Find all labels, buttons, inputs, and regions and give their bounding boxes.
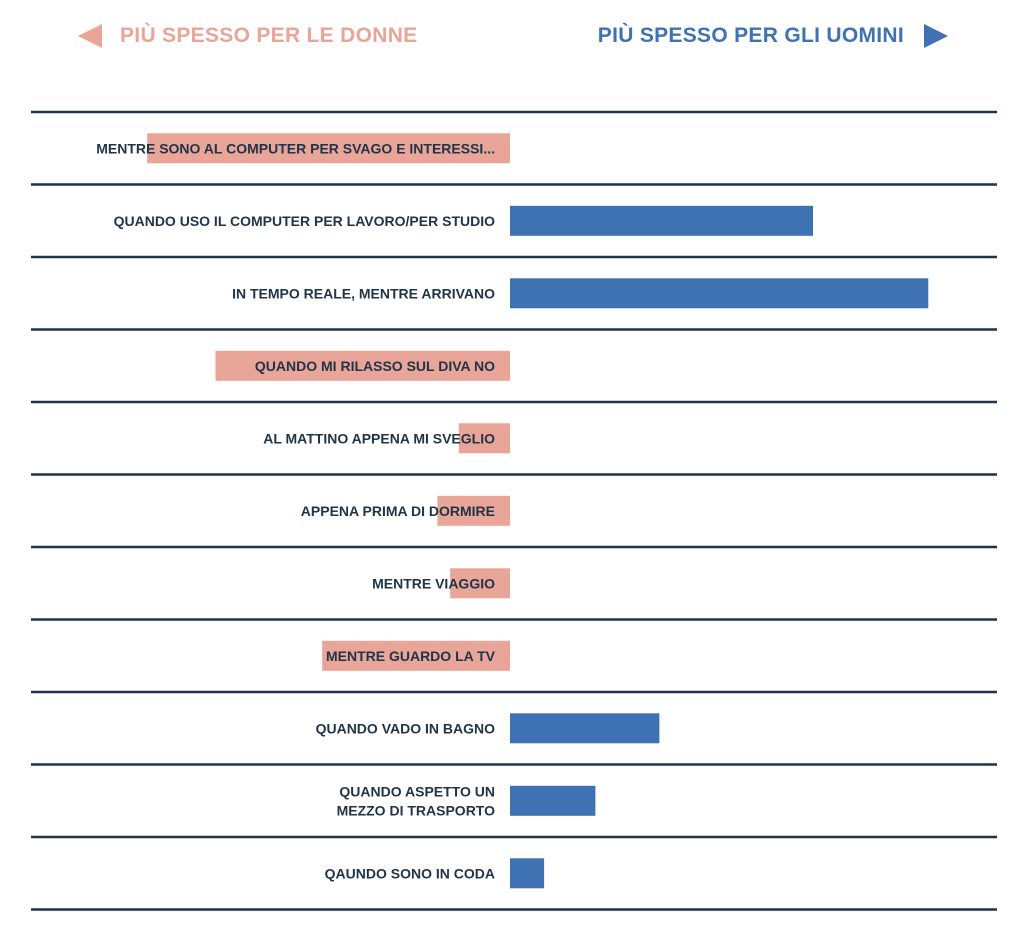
row-label-7: MENTRE VIAGGIO <box>372 575 495 591</box>
legend-men-label: PIÙ SPESSO PER GLI UOMINI <box>597 24 904 47</box>
bar-7 <box>450 568 510 599</box>
row-label-2: QUANDO USO IL COMPUTER PER LAVORO/PER ST… <box>114 213 496 229</box>
row-label-4: QUANDO MI RILASSO SUL DIVA NO <box>255 358 495 374</box>
row-label-11: QAUNDO SONO IN CODA <box>325 865 495 881</box>
bar-6 <box>437 495 510 526</box>
row-label-3: IN TEMPO REALE, MENTRE ARRIVANO <box>232 285 495 301</box>
legend-women-label: PIÙ SPESSO PER LE DONNE <box>120 24 418 47</box>
bar-1 <box>147 133 510 164</box>
bar-9 <box>510 713 660 744</box>
row-label-8: MENTRE GUARDO LA TV <box>326 648 496 664</box>
bar-11 <box>510 858 545 889</box>
row-label-5: AL MATTINO APPENA MI SVEGLIO <box>263 430 495 446</box>
row-label-9: QUANDO VADO IN BAGNO <box>316 720 496 736</box>
legend-men: PIÙ SPESSO PER GLI UOMINI <box>598 18 948 54</box>
bar-3 <box>510 278 929 309</box>
row-label-10-line-1: QUANDO ASPETTO UN <box>339 783 495 799</box>
bar-5 <box>458 423 510 454</box>
bar-10 <box>510 785 596 816</box>
bar-4 <box>215 350 510 381</box>
legend-women: PIÙ SPESSO PER LE DONNE <box>78 18 417 54</box>
row-label-1: MENTRE SONO AL COMPUTER PER SVAGO E INTE… <box>96 140 495 156</box>
triangle-right-icon <box>924 24 948 48</box>
row-label-10-line-2: MEZZO DI TRASPORTO <box>337 802 496 818</box>
bar-2 <box>510 205 813 236</box>
bar-8 <box>322 640 510 671</box>
row-label-6: APPENA PRIMA DI DORMIRE <box>301 503 495 519</box>
triangle-left-icon <box>78 24 102 48</box>
